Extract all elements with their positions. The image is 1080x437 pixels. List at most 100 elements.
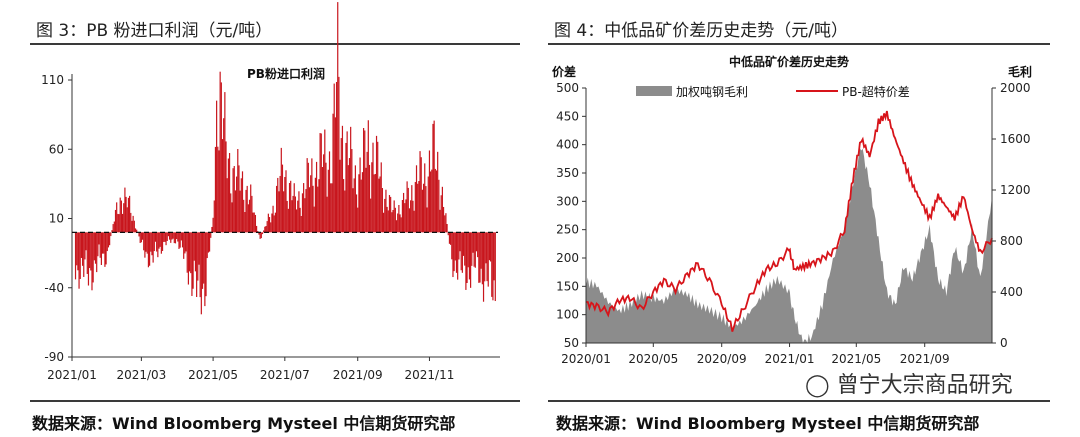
profit-bar (250, 184, 252, 233)
profit-bar (320, 133, 322, 233)
profit-bar (392, 210, 394, 233)
x-tick-label: 2020/09 (697, 352, 747, 366)
profit-bar (332, 113, 334, 233)
profit-bar (146, 232, 148, 254)
profit-bar (259, 232, 261, 239)
profit-bar (352, 188, 354, 233)
profit-bar (99, 232, 101, 258)
profit-bar (90, 232, 92, 271)
right-axis-label: 毛利 (1008, 64, 1032, 79)
profit-bar (100, 232, 102, 265)
y-tick-label: 110 (41, 73, 64, 87)
profit-bar (384, 198, 386, 233)
profit-bar (151, 232, 153, 256)
profit-bar (295, 209, 298, 233)
profit-bar (261, 232, 264, 235)
profit-bar (266, 221, 268, 233)
profit-bar (357, 207, 359, 233)
profit-bar (193, 232, 195, 261)
x-tick-label: 2021/01 (765, 352, 815, 366)
profit-bar (216, 100, 218, 233)
profit-bar (408, 208, 411, 233)
figure-3-bottom-rule (30, 400, 520, 402)
profit-bar (198, 232, 200, 265)
profit-bar (240, 178, 242, 233)
profit-bar (226, 178, 228, 233)
profit-bar (201, 232, 204, 289)
profit-bar (118, 214, 120, 233)
profit-bar (217, 146, 219, 233)
profit-bar (304, 198, 306, 233)
profit-bar (248, 199, 251, 233)
profit-bar (406, 181, 408, 233)
profit-bar (133, 220, 135, 233)
profit-bar (244, 212, 246, 233)
profit-bar (76, 232, 78, 266)
profit-bar (364, 130, 366, 233)
profit-bar (150, 232, 152, 252)
profit-bar (492, 232, 494, 301)
profit-bar (478, 232, 480, 283)
profit-bar (253, 212, 255, 233)
profit-bar (241, 171, 244, 233)
right-y-tick-label: 1200 (1000, 183, 1031, 197)
left-y-tick-label: 400 (556, 138, 579, 152)
profit-bar (493, 232, 495, 281)
left-y-tick-label: 100 (556, 308, 579, 322)
profit-bar (219, 71, 221, 233)
profit-bar (447, 232, 449, 236)
profit-bar (283, 191, 285, 233)
profit-bar (220, 82, 222, 233)
profit-bar (318, 179, 320, 233)
profit-bar (252, 212, 254, 233)
profit-bar (106, 232, 108, 252)
profit-bar (183, 232, 185, 259)
profit-bar (437, 151, 439, 233)
profit-bar (440, 195, 442, 233)
profit-bar (381, 188, 384, 233)
profit-bar (341, 125, 344, 233)
profit-bar (485, 232, 487, 264)
profit-bar (120, 200, 122, 233)
profit-bar (417, 183, 419, 233)
profit-bar (361, 172, 364, 233)
profit-bar (181, 232, 184, 248)
profit-bar (418, 181, 420, 233)
profit-bar (434, 168, 436, 233)
profit-bar (347, 165, 349, 233)
profit-bar (273, 215, 275, 233)
profit-bar (103, 232, 105, 254)
profit-bar (112, 224, 114, 233)
profit-bar (212, 217, 214, 233)
profit-bar (345, 142, 347, 233)
profit-bar (375, 135, 378, 233)
profit-bar (359, 157, 361, 233)
profit-bar (104, 232, 106, 267)
profit-bar (288, 182, 291, 233)
profit-bar (355, 194, 358, 233)
profit-bar (300, 216, 302, 233)
profit-bar (481, 232, 483, 285)
profit-bar (225, 141, 227, 233)
profit-bar (301, 193, 304, 233)
profit-bar (177, 232, 179, 242)
profit-bar (340, 138, 342, 233)
wechat-icon: ◯ (805, 373, 830, 398)
profit-bar (370, 198, 372, 233)
wechat-watermark: ◯ 曾宁大宗商品研究 (805, 367, 1013, 399)
profit-bar (386, 206, 388, 233)
profit-bar (92, 232, 94, 283)
profit-bar (293, 183, 295, 233)
legend-label-pb-spread: PB-超特价差 (842, 84, 910, 99)
profit-bar (239, 190, 241, 233)
profit-bar (327, 169, 329, 233)
profit-bar (109, 232, 111, 246)
profit-bar (174, 232, 177, 244)
profit-bar (385, 189, 387, 233)
profit-bar (263, 230, 265, 233)
profit-bar (173, 232, 175, 244)
profit-bar (450, 232, 452, 245)
profit-bar (165, 232, 167, 246)
profit-bar (243, 199, 245, 233)
profit-bar (98, 232, 100, 245)
